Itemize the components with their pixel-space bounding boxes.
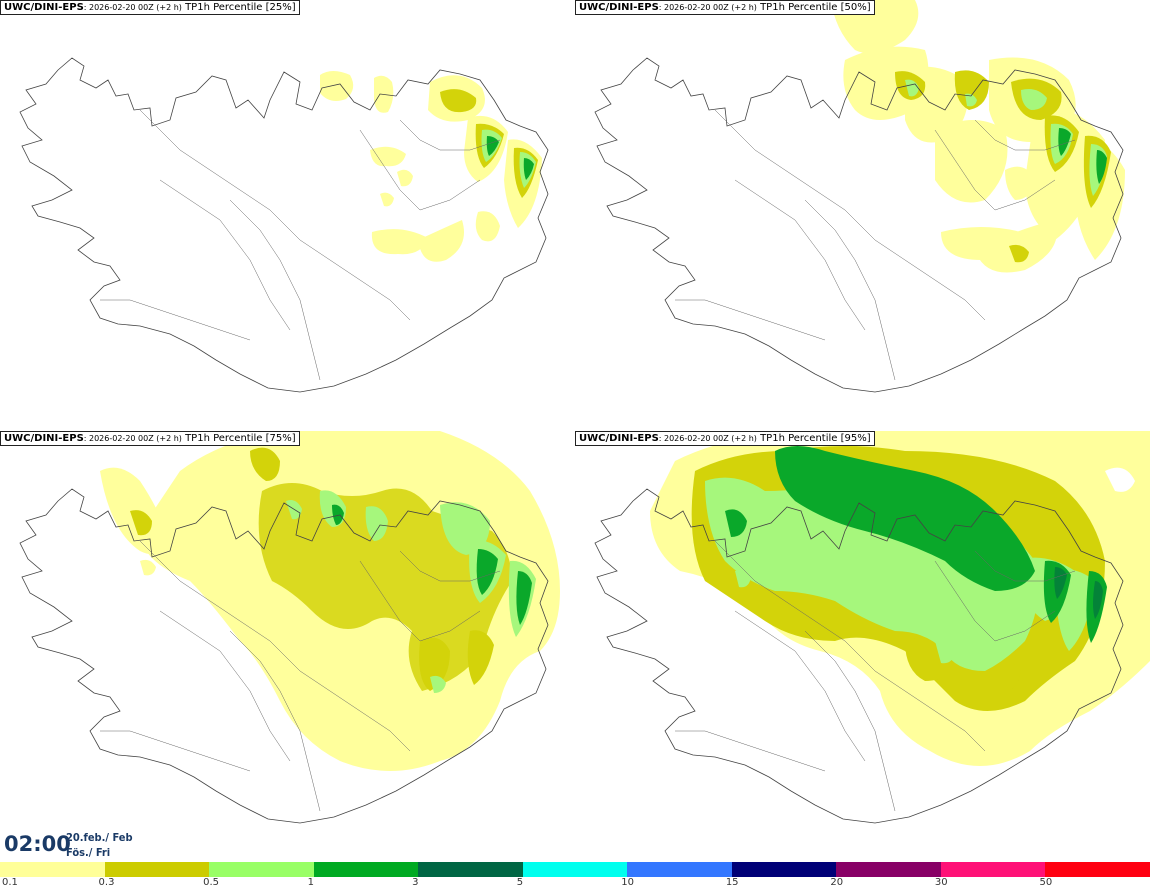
- colorbar-tick-label: 30: [934, 877, 948, 888]
- run-info: : 2026-02-20 00Z (+2 h): [83, 3, 182, 12]
- map-panel-p50: UWC/DINI-EPS: 2026-02-20 00Z (+2 h) TP1h…: [575, 0, 1150, 430]
- map-panel-p95: UWC/DINI-EPS: 2026-02-20 00Z (+2 h) TP1h…: [575, 431, 1150, 861]
- colorbar-segment: [940, 862, 1046, 877]
- valid-time: 02:00: [4, 832, 71, 856]
- colorbar-tick-label: 0.3: [98, 877, 115, 888]
- map-panel-p75: UWC/DINI-EPS: 2026-02-20 00Z (+2 h) TP1h…: [0, 431, 575, 861]
- panel-title: UWC/DINI-EPS: 2026-02-20 00Z (+2 h) TP1h…: [0, 431, 300, 446]
- run-info: : 2026-02-20 00Z (+2 h): [658, 3, 757, 12]
- colorbar-tick-label: 3: [412, 877, 419, 888]
- colorbar-segment: [1045, 862, 1150, 877]
- field-name: TP1h Percentile [50%]: [756, 2, 871, 13]
- coastline: [19, 57, 549, 393]
- field-name: TP1h Percentile [75%]: [181, 433, 296, 444]
- run-info: : 2026-02-20 00Z (+2 h): [658, 434, 757, 443]
- panel-title: UWC/DINI-EPS: 2026-02-20 00Z (+2 h) TP1h…: [0, 0, 300, 15]
- valid-date: 20.feb./ Feb Fös./ Fri: [66, 830, 133, 860]
- colorbar-tick-label: 50: [1039, 877, 1053, 888]
- panel-title: UWC/DINI-EPS: 2026-02-20 00Z (+2 h) TP1h…: [575, 0, 875, 15]
- model-name: UWC/DINI-EPS: [579, 2, 659, 13]
- model-name: UWC/DINI-EPS: [4, 2, 84, 13]
- coastline: [594, 57, 1124, 393]
- colorbar-tick-label: 0.1: [2, 877, 18, 888]
- precip-overlay: [650, 431, 1150, 766]
- colorbar-segment: [313, 862, 419, 877]
- precip-overlay: [100, 431, 560, 771]
- colorbar-tick-label: 10: [621, 877, 634, 888]
- colorbar-tick-label: 0.5: [203, 877, 219, 888]
- valid-day-text: Fös./ Fri: [66, 846, 111, 859]
- precip-map: [19, 57, 549, 393]
- run-info: : 2026-02-20 00Z (+2 h): [83, 434, 182, 443]
- valid-date-text: 20.feb./ Feb: [66, 831, 133, 844]
- colorbar-tick-label: 5: [516, 877, 524, 888]
- colorbar-segment: [104, 862, 210, 877]
- colorbar-tick-label: 1: [307, 877, 314, 888]
- precip-overlay: [831, 0, 1125, 273]
- panel-title: UWC/DINI-EPS: 2026-02-20 00Z (+2 h) TP1h…: [575, 431, 875, 446]
- colorbar-segment: [0, 862, 105, 877]
- coastline: [594, 488, 1124, 824]
- colorbar-tick-label: 20: [830, 877, 844, 888]
- map-panel-p25: UWC/DINI-EPS: 2026-02-20 00Z (+2 h) TP1h…: [0, 0, 575, 430]
- colorbar-segment: [627, 862, 732, 877]
- coastline: [19, 488, 549, 824]
- colorbar-segment: [731, 862, 837, 877]
- colorbar-segment: [836, 862, 941, 877]
- colorbar-ticks: 0.1 0.3 0.5 1 3 5 10 15 20 30 50: [0, 877, 1150, 891]
- model-name: UWC/DINI-EPS: [579, 433, 659, 444]
- colorbar-segment: [522, 862, 628, 877]
- precip-map: [19, 431, 560, 824]
- colorbar-tick-label: 15: [725, 877, 739, 888]
- colorbar-segment: [418, 862, 523, 877]
- valid-time-box: 02:00 20.feb./ Feb Fös./ Fri: [0, 826, 146, 862]
- field-name: TP1h Percentile [95%]: [756, 433, 871, 444]
- precip-overlay: [320, 71, 542, 262]
- precip-map: [594, 431, 1150, 824]
- precip-map: [594, 0, 1125, 393]
- precip-colorbar: [0, 862, 1150, 877]
- model-name: UWC/DINI-EPS: [4, 433, 84, 444]
- colorbar-segment: [209, 862, 314, 877]
- field-name: TP1h Percentile [25%]: [181, 2, 296, 13]
